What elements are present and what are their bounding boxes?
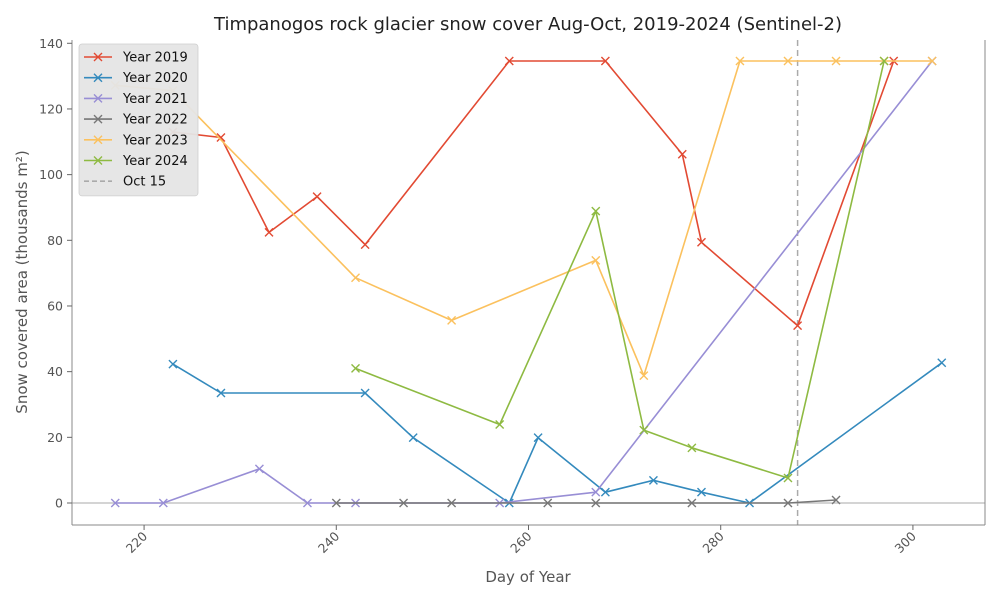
data-point-marker <box>216 388 226 398</box>
data-point-marker <box>696 237 706 247</box>
legend-label: Year 2023 <box>122 133 188 148</box>
data-point-marker <box>168 359 178 369</box>
data-point-marker <box>783 56 793 66</box>
data-point-marker <box>533 433 543 443</box>
legend-swatch-marker <box>93 52 103 62</box>
legend-swatch-marker <box>93 93 103 103</box>
x-tick-label: 280 <box>699 528 727 556</box>
data-point-marker <box>591 206 601 216</box>
data-point-marker <box>735 56 745 66</box>
data-point-marker <box>879 56 889 66</box>
legend-swatch-marker <box>93 135 103 145</box>
data-point-marker <box>591 255 601 265</box>
data-point-marker <box>495 420 505 430</box>
legend-label: Year 2019 <box>122 51 188 66</box>
legend-swatch-marker <box>93 114 103 124</box>
data-point-marker <box>831 495 841 505</box>
series-line-2 <box>172 362 943 504</box>
data-point-marker <box>639 371 649 381</box>
x-tick-label: 220 <box>123 528 151 556</box>
legend-label: Oct 15 <box>123 175 166 190</box>
data-point-marker <box>351 363 361 373</box>
legend-label: Year 2021 <box>122 92 188 107</box>
data-point-marker <box>543 498 553 508</box>
data-point-marker <box>216 133 226 143</box>
legend-box <box>78 43 199 197</box>
data-point-marker <box>639 425 649 435</box>
legend: Year 2019 Year 2020 Year 2021 Year 2022 Year… <box>78 43 199 197</box>
y-tick-label: 140 <box>39 36 63 51</box>
y-tick-label: 120 <box>39 101 63 116</box>
data-point-marker <box>351 273 361 283</box>
y-axis-label: Snow covered area (thousands m²) <box>13 150 31 413</box>
legend-swatch-marker <box>93 73 103 83</box>
data-point-marker <box>110 498 120 508</box>
data-point-marker <box>696 487 706 497</box>
data-point-marker <box>302 498 312 508</box>
data-point-marker <box>504 56 514 66</box>
data-point-marker <box>831 56 841 66</box>
y-tick-label: 80 <box>47 233 63 248</box>
series-line-6 <box>355 60 885 479</box>
y-tick-label: 0 <box>55 495 63 510</box>
legend-label: Year 2022 <box>122 113 188 128</box>
data-point-marker <box>793 321 803 331</box>
data-point-marker <box>360 240 370 250</box>
series-line-4 <box>336 499 837 504</box>
y-tick-label: 20 <box>47 430 63 445</box>
data-point-marker <box>783 473 793 483</box>
data-point-marker <box>648 475 658 485</box>
legend-label: Year 2024 <box>122 154 188 169</box>
data-point-marker <box>408 433 418 443</box>
data-point-marker <box>591 487 601 497</box>
data-point-marker <box>447 498 457 508</box>
data-point-marker <box>677 149 687 159</box>
chart-title: Timpanogos rock glacier snow cover Aug-O… <box>213 14 842 35</box>
data-point-marker <box>312 192 322 202</box>
legend-swatch-marker <box>93 156 103 165</box>
legend-label: Year 2020 <box>122 71 188 86</box>
data-point-marker <box>600 487 610 497</box>
data-point-marker <box>783 498 793 508</box>
data-point-marker <box>331 498 341 508</box>
data-point-marker <box>600 56 610 66</box>
x-tick-label: 240 <box>315 528 343 556</box>
axes: 0 20 40 60 80 100 120 140 220 240 260 280 300 <box>39 36 986 556</box>
data-point-marker <box>447 315 457 325</box>
data-point-marker <box>264 227 274 237</box>
data-point-marker <box>254 464 264 474</box>
y-tick-label: 40 <box>47 364 63 379</box>
series-line-3 <box>115 60 933 504</box>
x-tick-label: 300 <box>892 528 920 556</box>
y-tick-label: 60 <box>47 298 63 313</box>
x-axis-label: Day of Year <box>485 568 571 586</box>
plot-area <box>72 40 985 525</box>
data-point-marker <box>158 498 168 508</box>
x-tick-label: 260 <box>507 528 535 556</box>
data-point-marker <box>687 498 697 508</box>
data-point-marker <box>937 358 947 368</box>
data-point-marker <box>927 56 937 66</box>
data-point-marker <box>399 498 409 508</box>
data-point-marker <box>591 498 601 508</box>
data-point-marker <box>360 388 370 398</box>
data-point-marker <box>687 443 697 453</box>
y-tick-label: 100 <box>39 167 63 182</box>
